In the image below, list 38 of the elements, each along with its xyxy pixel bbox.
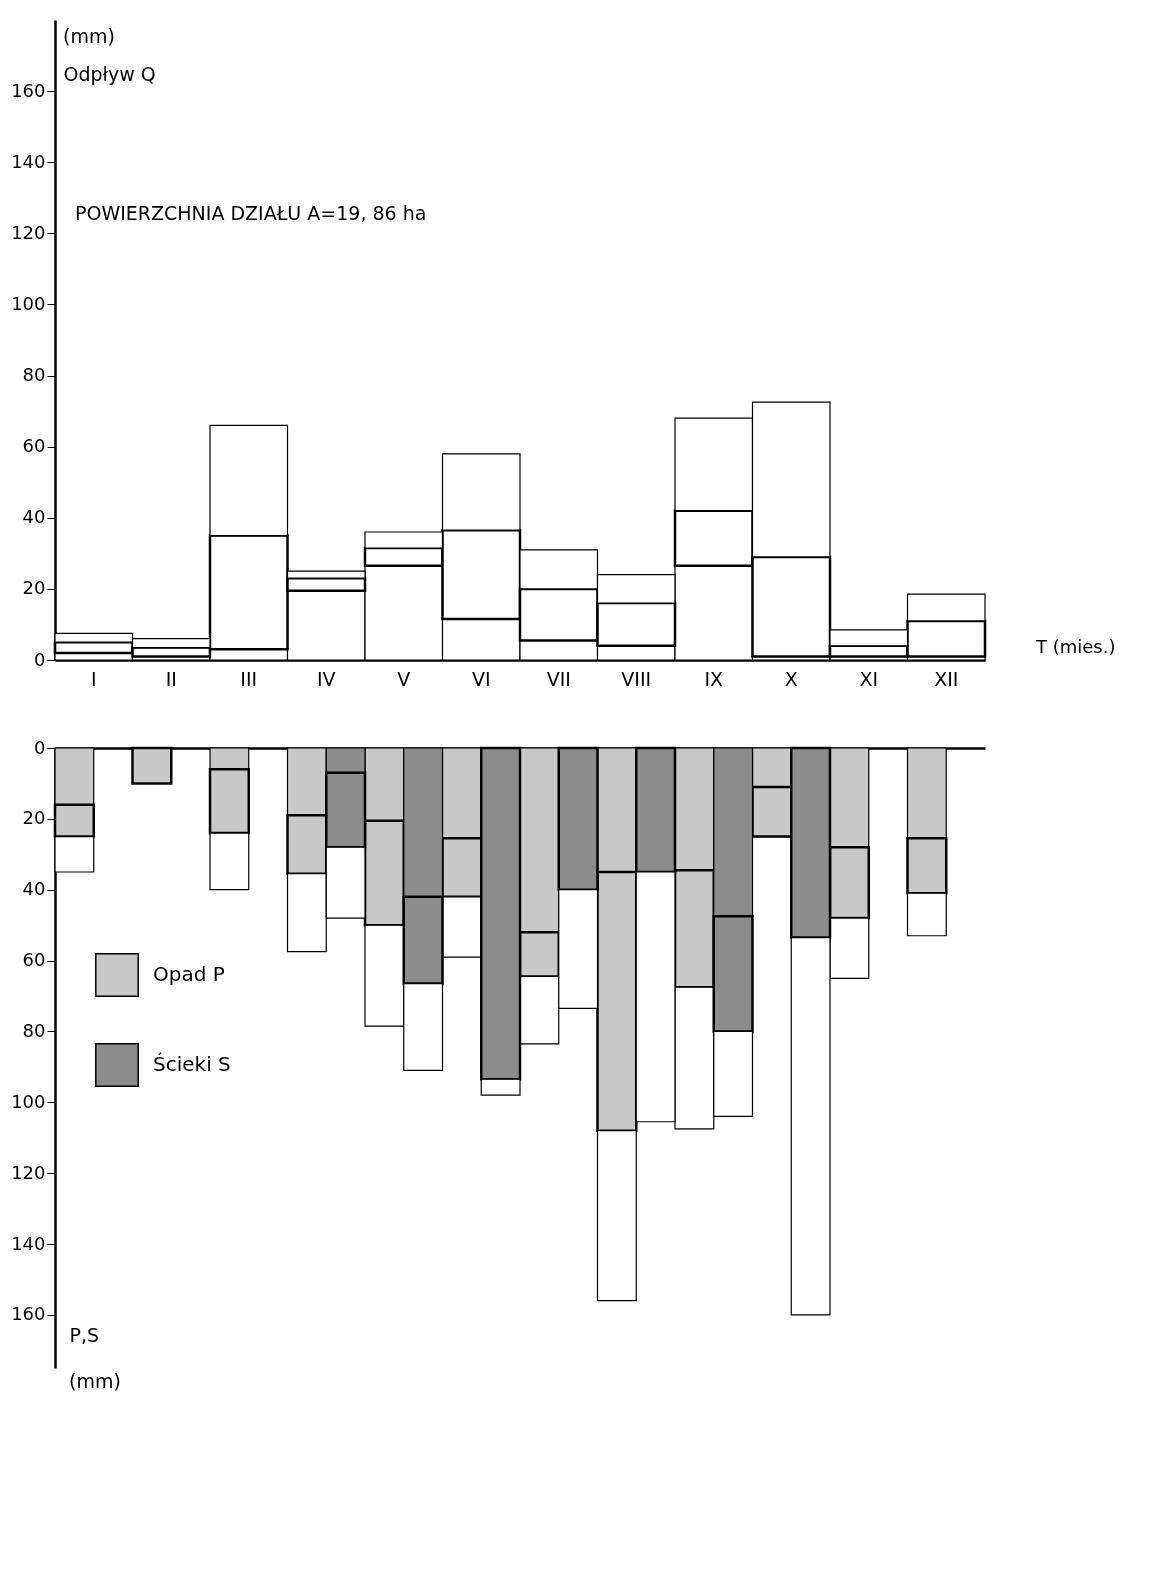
y-tick-label: 100 bbox=[11, 292, 46, 314]
x-tick-label: XII bbox=[934, 667, 959, 690]
y-tick-label: 0 bbox=[34, 736, 46, 758]
y-tick-label: 80 bbox=[22, 1019, 46, 1041]
annotation: (mm) bbox=[63, 25, 115, 47]
x-tick-label: I bbox=[90, 667, 97, 690]
y-tick-label: 140 bbox=[11, 1232, 46, 1254]
y-tick-label: 80 bbox=[22, 364, 46, 386]
x-axis-title: T (mies.) bbox=[1035, 635, 1116, 657]
x-tick-label: VIII bbox=[621, 667, 652, 690]
x-tick-label: X bbox=[784, 667, 798, 690]
y-tick-label: 160 bbox=[11, 1303, 46, 1325]
x-tick-label: XI bbox=[859, 667, 879, 690]
y-tick-label: 100 bbox=[11, 1090, 46, 1112]
legend-label: Opad P bbox=[153, 962, 225, 986]
y-tick-label: 160 bbox=[11, 79, 46, 101]
y-tick-label: 40 bbox=[22, 506, 46, 528]
y-tick-label: 120 bbox=[11, 221, 46, 243]
y-tick-label: 40 bbox=[22, 878, 46, 900]
x-tick-label: VII bbox=[546, 667, 571, 690]
annotation: POWIERZCHNIA DZIAŁU A=19, 86 ha bbox=[75, 202, 427, 224]
y-axis-title: Odpływ Q bbox=[63, 62, 156, 85]
x-tick-label: IV bbox=[316, 667, 336, 690]
y-tick-label: 120 bbox=[11, 1161, 46, 1183]
y-tick-label: 140 bbox=[11, 150, 46, 172]
y-tick-label: 0 bbox=[34, 648, 46, 670]
text: (mm) bbox=[69, 1370, 121, 1392]
x-tick-label: II bbox=[165, 667, 177, 690]
legend-label: Ścieki S bbox=[153, 1052, 231, 1076]
x-tick-label: V bbox=[397, 667, 411, 690]
x-tick-label: VI bbox=[471, 667, 491, 690]
x-tick-label: III bbox=[240, 667, 258, 690]
y-tick-label: 20 bbox=[22, 807, 46, 829]
y-axis-title: P,S bbox=[69, 1323, 100, 1346]
x-tick-label: IX bbox=[704, 667, 724, 690]
y-tick-label: 60 bbox=[22, 949, 46, 971]
y-tick-label: 60 bbox=[22, 435, 46, 457]
y-tick-label: 20 bbox=[22, 577, 46, 599]
